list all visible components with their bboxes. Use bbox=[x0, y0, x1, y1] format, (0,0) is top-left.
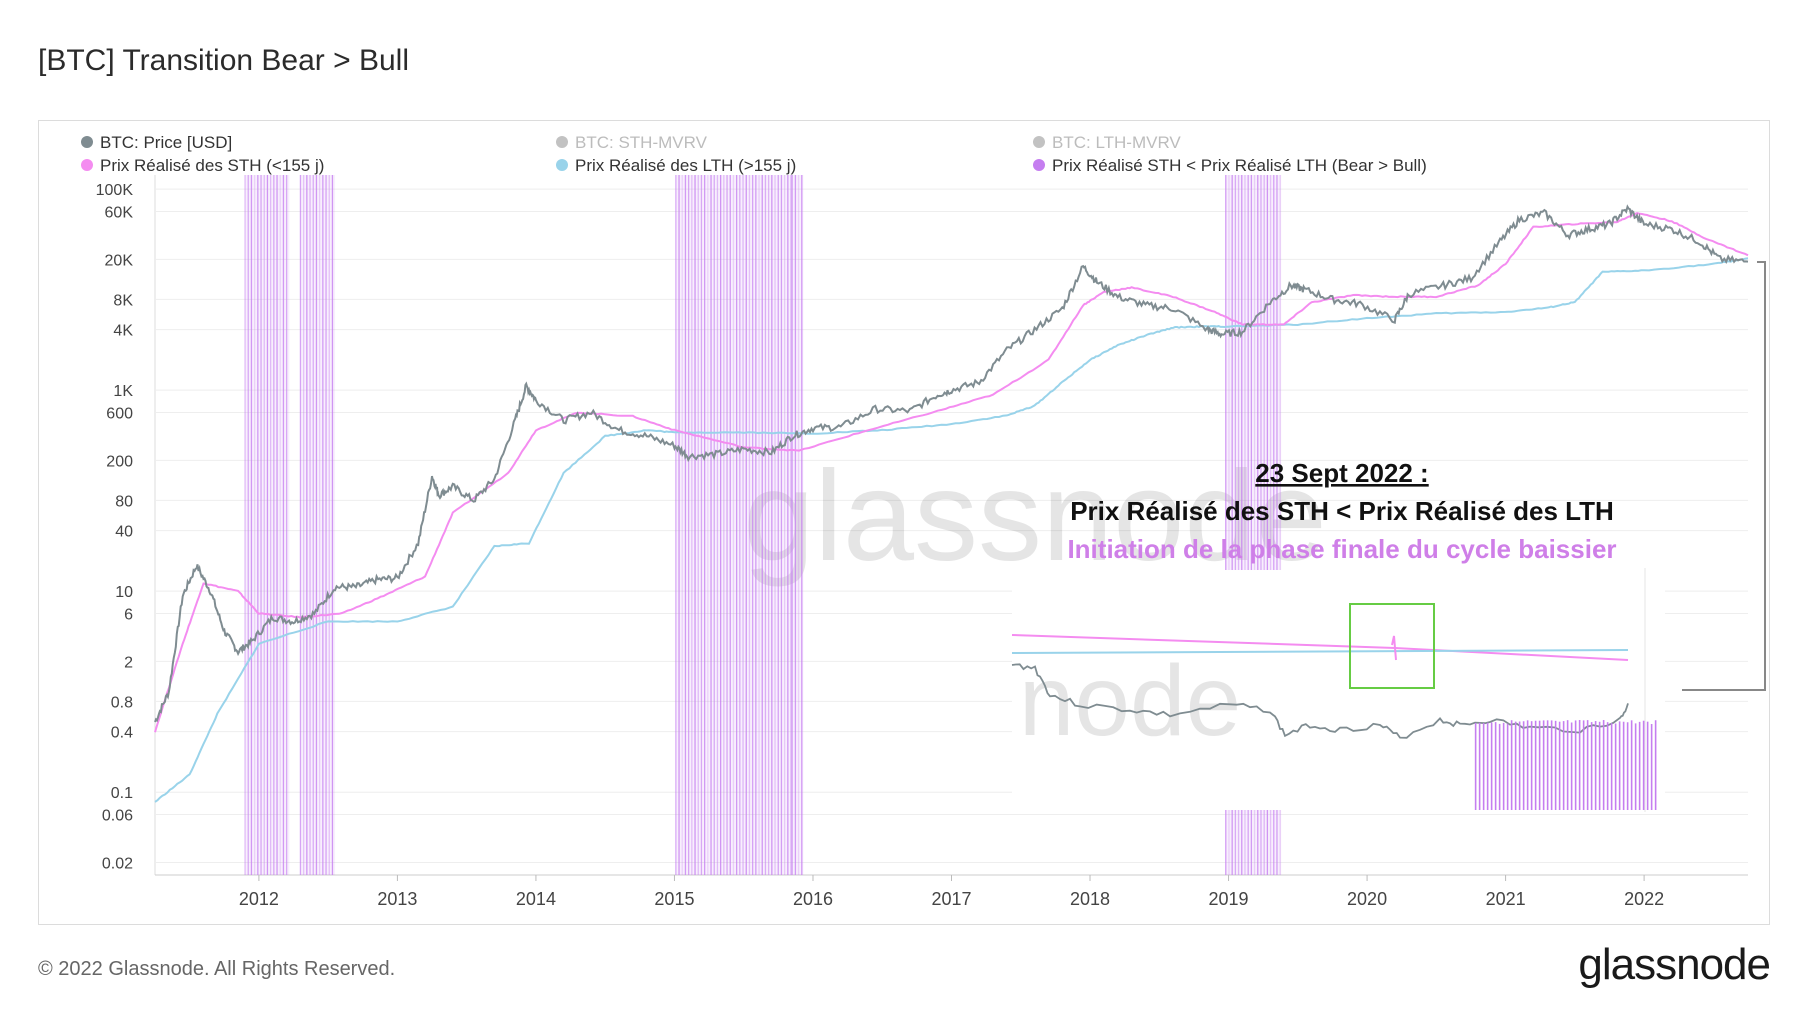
bear-bull-band bbox=[792, 175, 804, 875]
x-tick-label: 2016 bbox=[793, 889, 833, 909]
legend[interactable]: BTC: Price [USD] BTC: STH-MVRV BTC: LTH-MV… bbox=[81, 133, 1427, 175]
x-axis: 2012 2013 2014 2015 2016 2017 2018 2019 2020 2021… bbox=[155, 874, 1748, 909]
series-lines bbox=[154, 204, 1749, 803]
inset-panel: node bbox=[1011, 568, 1665, 812]
y-tick-label: 6 bbox=[124, 606, 133, 623]
legend-marker bbox=[1033, 159, 1045, 171]
x-tick-label: 2015 bbox=[654, 889, 694, 909]
legend-item[interactable]: BTC: LTH-MVRV bbox=[1052, 133, 1181, 152]
x-tick-label: 2022 bbox=[1624, 889, 1664, 909]
grid bbox=[154, 175, 1748, 875]
y-tick-label: 1K bbox=[113, 383, 133, 400]
x-tick-label: 2014 bbox=[516, 889, 556, 909]
y-tick-label: 2 bbox=[124, 654, 133, 671]
y-tick-label: 80 bbox=[115, 493, 133, 510]
y-axis: 100K 60K 20K 8K 4K 1K 600 200 80 40 10 6 2 0.8 0.4 0.1 0… bbox=[96, 182, 134, 872]
legend-item[interactable]: Prix Réalisé des STH (<155 j) bbox=[100, 156, 324, 175]
x-tick-label: 2017 bbox=[931, 889, 971, 909]
y-tick-label: 8K bbox=[113, 292, 133, 309]
inset-lth-line bbox=[1011, 649, 1629, 654]
series-line-price bbox=[154, 204, 1749, 723]
legend-marker bbox=[81, 136, 93, 148]
inset-watermark: node bbox=[1019, 645, 1241, 757]
highlight-crossing bbox=[1391, 635, 1397, 661]
x-tick-label: 2020 bbox=[1347, 889, 1387, 909]
x-tick-label: 2019 bbox=[1209, 889, 1249, 909]
series-line-sth-realized bbox=[154, 212, 1749, 733]
y-tick-label: 0.06 bbox=[102, 807, 133, 824]
glassnode-logo[interactable]: glassnode bbox=[1578, 940, 1771, 989]
watermark: glassnode bbox=[743, 445, 1327, 588]
legend-item[interactable]: BTC: Price [USD] bbox=[100, 133, 232, 152]
copyright: © 2022 Glassnode. All Rights Reserved. bbox=[38, 958, 396, 980]
x-tick-label: 2021 bbox=[1486, 889, 1526, 909]
annotation-date: 23 Sept 2022 : bbox=[1255, 458, 1428, 488]
legend-item[interactable]: Prix Réalisé STH < Prix Réalisé LTH (Bea… bbox=[1052, 156, 1427, 175]
y-tick-label: 40 bbox=[115, 524, 133, 541]
y-tick-label: 0.1 bbox=[111, 785, 133, 802]
bracket-connector bbox=[1682, 261, 1766, 691]
x-tick-label: 2018 bbox=[1070, 889, 1110, 909]
y-tick-label: 600 bbox=[106, 405, 133, 422]
y-tick-label: 4K bbox=[113, 323, 133, 340]
chart-frame bbox=[38, 120, 1770, 925]
page-title: [BTC] Transition Bear > Bull bbox=[38, 44, 409, 77]
x-tick-label: 2013 bbox=[377, 889, 417, 909]
y-tick-label: 0.8 bbox=[111, 694, 133, 711]
y-tick-label: 10 bbox=[115, 584, 133, 601]
y-tick-label: 100K bbox=[96, 182, 134, 199]
highlight-box bbox=[1349, 603, 1435, 689]
x-tick-label: 2012 bbox=[239, 889, 279, 909]
legend-marker bbox=[81, 159, 93, 171]
legend-item[interactable]: BTC: STH-MVRV bbox=[575, 133, 708, 152]
legend-marker bbox=[556, 159, 568, 171]
inset-sth-line bbox=[1011, 634, 1629, 661]
y-tick-label: 0.02 bbox=[102, 855, 133, 872]
y-tick-label: 20K bbox=[105, 252, 134, 269]
annotation-comparison: Prix Réalisé des STH < Prix Réalisé des … bbox=[1070, 496, 1614, 526]
y-tick-label: 0.4 bbox=[111, 725, 133, 742]
y-tick-label: 60K bbox=[105, 204, 134, 221]
legend-marker bbox=[1033, 136, 1045, 148]
series-line-lth-realized bbox=[154, 257, 1749, 803]
annotation-phase: Initiation de la phase finale du cycle b… bbox=[1067, 534, 1616, 564]
legend-item[interactable]: Prix Réalisé des LTH (>155 j) bbox=[575, 156, 796, 175]
y-tick-label: 200 bbox=[106, 453, 133, 470]
legend-marker bbox=[556, 136, 568, 148]
